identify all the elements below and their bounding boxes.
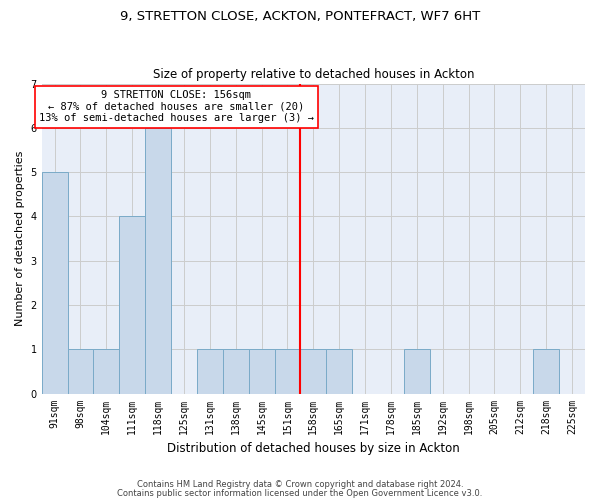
Y-axis label: Number of detached properties: Number of detached properties bbox=[15, 151, 25, 326]
Text: Contains HM Land Registry data © Crown copyright and database right 2024.: Contains HM Land Registry data © Crown c… bbox=[137, 480, 463, 489]
Bar bbox=[41, 172, 68, 394]
Bar bbox=[223, 350, 248, 394]
Text: 9 STRETTON CLOSE: 156sqm
← 87% of detached houses are smaller (20)
13% of semi-d: 9 STRETTON CLOSE: 156sqm ← 87% of detach… bbox=[39, 90, 314, 124]
Bar bbox=[275, 350, 301, 394]
Bar bbox=[119, 216, 145, 394]
X-axis label: Distribution of detached houses by size in Ackton: Distribution of detached houses by size … bbox=[167, 442, 460, 455]
Bar bbox=[248, 350, 275, 394]
Bar bbox=[326, 350, 352, 394]
Bar bbox=[404, 350, 430, 394]
Text: 9, STRETTON CLOSE, ACKTON, PONTEFRACT, WF7 6HT: 9, STRETTON CLOSE, ACKTON, PONTEFRACT, W… bbox=[120, 10, 480, 23]
Bar bbox=[68, 350, 94, 394]
Bar bbox=[197, 350, 223, 394]
Title: Size of property relative to detached houses in Ackton: Size of property relative to detached ho… bbox=[152, 68, 474, 81]
Bar bbox=[533, 350, 559, 394]
Bar bbox=[301, 350, 326, 394]
Bar bbox=[145, 128, 171, 394]
Text: Contains public sector information licensed under the Open Government Licence v3: Contains public sector information licen… bbox=[118, 488, 482, 498]
Bar bbox=[94, 350, 119, 394]
